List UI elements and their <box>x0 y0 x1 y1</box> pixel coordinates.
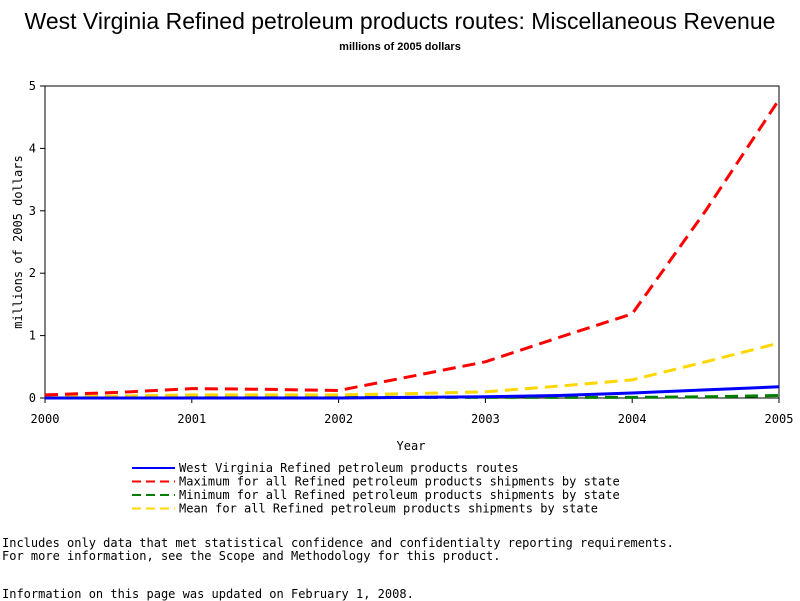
series-line-2 <box>44 98 781 397</box>
plot-frame <box>44 85 780 399</box>
y-tick-label: 0 <box>29 391 36 405</box>
chart-title: West Virginia Refined petroleum products… <box>25 8 776 34</box>
x-tick-label: 2001 <box>177 412 206 426</box>
note-confidence: Includes only data that met statistical … <box>2 536 674 550</box>
y-tick-label: 2 <box>29 266 36 280</box>
legend-label-1: West Virginia Refined petroleum products… <box>179 461 519 475</box>
x-tick-label: 2000 <box>31 412 60 426</box>
y-tick-label: 1 <box>29 329 36 343</box>
x-tick-label: 2003 <box>471 412 500 426</box>
y-tick-label: 3 <box>29 204 36 218</box>
legend-label-3: Minimum for all Refined petroleum produc… <box>179 488 620 502</box>
legend-label-4: Mean for all Refined petroleum products … <box>179 502 598 516</box>
y-axis-label: millions of 2005 dollars <box>11 155 25 328</box>
y-tick-label: 4 <box>29 141 36 155</box>
axis-ticks: 0 1 2 3 4 5 2000 2001 2002 2003 2004 2005 <box>29 79 794 426</box>
series-line-1 <box>45 385 780 400</box>
series-layer <box>44 98 781 400</box>
legend-label-2: Maximum for all Refined petroleum produc… <box>179 475 620 489</box>
note-methodology: For more information, see the Scope and … <box>2 549 501 563</box>
x-tick-label: 2004 <box>618 412 647 426</box>
x-axis-label: Year <box>397 439 426 453</box>
x-tick-label: 2002 <box>324 412 353 426</box>
chart-subtitle: millions of 2005 dollars <box>339 41 461 53</box>
legend: West Virginia Refined petroleum products… <box>132 461 620 516</box>
axes <box>44 85 780 399</box>
y-tick-label: 5 <box>29 79 36 93</box>
series-line-4 <box>44 341 780 399</box>
note-updated: Information on this page was updated on … <box>2 587 414 601</box>
x-tick-label: 2005 <box>765 412 794 426</box>
